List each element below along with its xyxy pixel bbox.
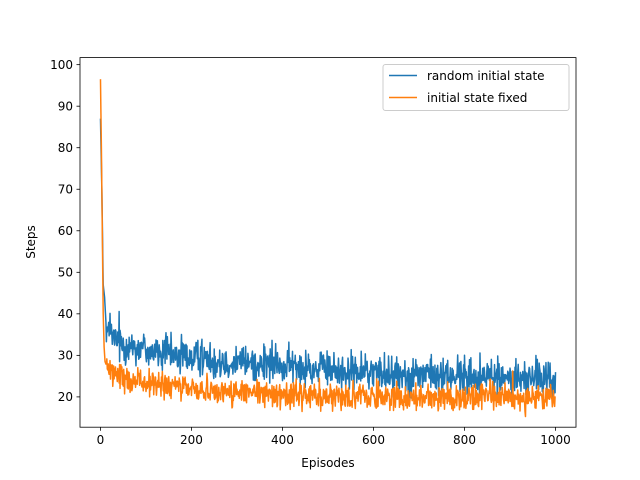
plot-frame bbox=[79, 57, 577, 428]
legend-label: initial state fixed bbox=[427, 91, 527, 105]
y-tick-label: 70 bbox=[58, 183, 73, 197]
legend-label: random initial state bbox=[427, 69, 545, 83]
series-layer bbox=[99, 79, 557, 418]
y-tick-label: 30 bbox=[58, 349, 73, 363]
y-tick-label: 50 bbox=[58, 266, 73, 280]
x-tick-label: 800 bbox=[453, 433, 476, 447]
y-tick-label: 60 bbox=[58, 224, 73, 238]
series-line-1 bbox=[99, 118, 557, 401]
y-tick-label: 90 bbox=[58, 99, 73, 113]
x-axis-label: Episodes bbox=[301, 456, 354, 470]
x-tick-label: 1000 bbox=[540, 433, 571, 447]
legend-box bbox=[382, 64, 570, 111]
y-tick-label: 40 bbox=[58, 307, 73, 321]
x-tick-label: 200 bbox=[180, 433, 203, 447]
x-tick-label: 0 bbox=[97, 433, 105, 447]
y-tick-label: 100 bbox=[50, 58, 73, 72]
x-axis: 0 200 400 600 800 1000 bbox=[97, 427, 571, 447]
legend: random initial state initial state fixed bbox=[382, 64, 570, 111]
x-tick-label: 600 bbox=[362, 433, 385, 447]
y-tick-label: 80 bbox=[58, 141, 73, 155]
y-tick-label: 20 bbox=[58, 390, 73, 404]
x-tick-label: 400 bbox=[271, 433, 294, 447]
y-axis-label: Steps bbox=[24, 225, 38, 259]
series-line-2 bbox=[99, 79, 556, 418]
y-axis: 20 30 40 50 60 70 80 90 100 bbox=[50, 58, 80, 404]
